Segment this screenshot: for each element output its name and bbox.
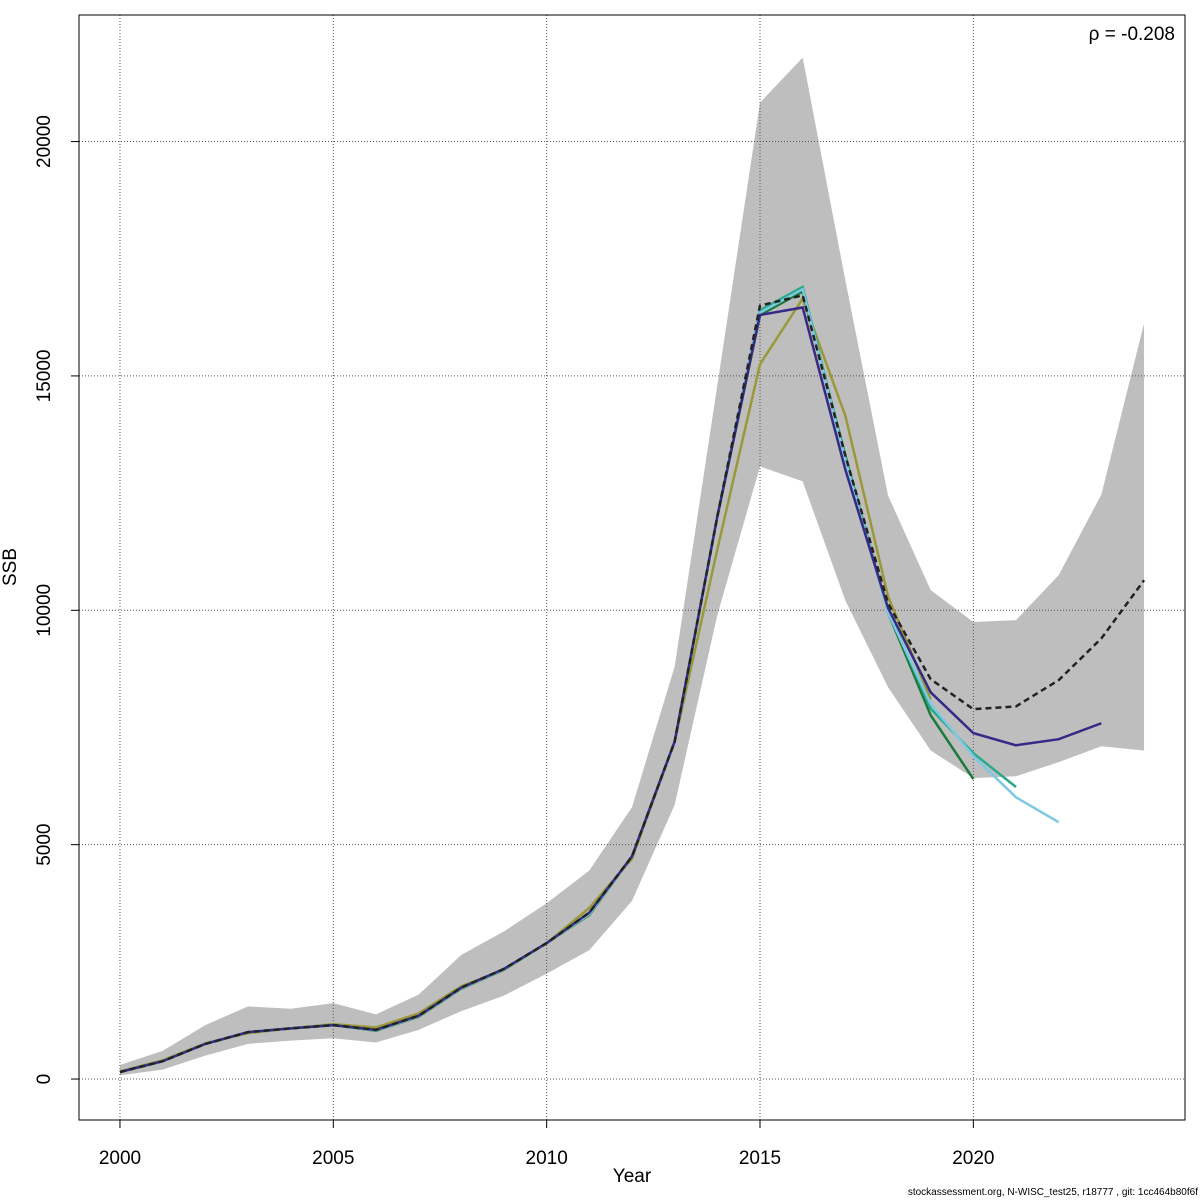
confidence-band — [119, 57, 1145, 1076]
y-tick-label: 10000 — [34, 584, 55, 637]
y-tick-label: 15000 — [34, 350, 55, 403]
annotation: ρ = -0.208 — [1089, 24, 1175, 45]
y-axis-label: SSB — [0, 548, 21, 586]
x-tick-label: 2005 — [312, 1148, 354, 1169]
y-tick-label: 20000 — [34, 115, 55, 168]
footer: stockassessment.org, N-WISC_test25, r187… — [908, 1187, 1198, 1198]
x-tick-label: 2015 — [739, 1148, 781, 1169]
plot-frame — [78, 14, 1186, 1121]
x-tick-label: 2020 — [952, 1148, 994, 1169]
y-tick-label: 5000 — [34, 824, 55, 866]
x-tick-label: 2010 — [526, 1148, 568, 1169]
x-axis-label: Year — [613, 1166, 652, 1187]
y-tick-label: 0 — [34, 1074, 55, 1085]
x-tick-label: 2000 — [99, 1148, 141, 1169]
